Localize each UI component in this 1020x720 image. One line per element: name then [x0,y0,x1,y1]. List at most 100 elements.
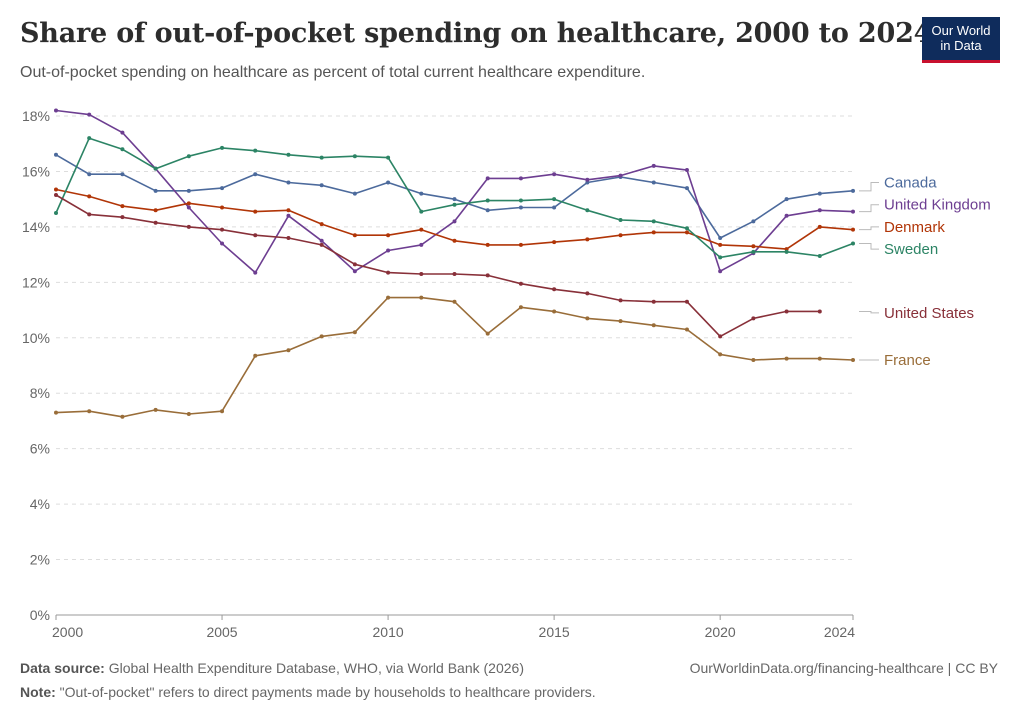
data-point[interactable] [153,188,158,193]
data-point[interactable] [718,352,723,357]
data-point[interactable] [319,242,324,247]
data-point[interactable] [452,219,457,224]
data-point[interactable] [87,136,92,141]
data-point[interactable] [618,298,623,303]
data-point[interactable] [684,327,689,332]
data-point[interactable] [452,238,457,243]
data-point[interactable] [485,176,490,181]
series-label[interactable]: Sweden [884,241,938,258]
data-point[interactable] [684,299,689,304]
source-url-link[interactable]: OurWorldinData.org/financing-healthcare … [689,660,998,676]
data-point[interactable] [286,180,291,185]
data-point[interactable] [518,176,523,181]
data-point[interactable] [518,198,523,203]
data-point[interactable] [784,309,789,314]
series-label[interactable]: United Kingdom [884,197,991,214]
data-point[interactable] [419,227,424,232]
data-point[interactable] [651,230,656,235]
data-point[interactable] [186,205,191,210]
data-point[interactable] [186,412,191,417]
data-point[interactable] [120,215,125,220]
data-point[interactable] [751,357,756,362]
data-point[interactable] [585,316,590,321]
series-label[interactable]: France [884,352,931,369]
data-point[interactable] [684,168,689,173]
data-point[interactable] [817,356,822,361]
data-point[interactable] [485,198,490,203]
data-point[interactable] [452,299,457,304]
data-point[interactable] [585,208,590,213]
data-point[interactable] [386,155,391,160]
data-point[interactable] [585,237,590,242]
data-point[interactable] [220,145,225,150]
data-point[interactable] [585,177,590,182]
data-point[interactable] [751,244,756,249]
data-point[interactable] [817,309,822,314]
data-point[interactable] [319,155,324,160]
data-point[interactable] [319,222,324,227]
data-point[interactable] [718,334,723,339]
data-point[interactable] [817,253,822,258]
data-point[interactable] [585,180,590,185]
data-point[interactable] [684,186,689,191]
data-point[interactable] [186,154,191,159]
data-point[interactable] [286,348,291,353]
data-point[interactable] [485,208,490,213]
series-sweden[interactable] [54,136,855,260]
data-point[interactable] [618,233,623,238]
data-point[interactable] [286,213,291,218]
data-point[interactable] [286,152,291,157]
data-point[interactable] [253,209,258,214]
data-point[interactable] [718,235,723,240]
data-point[interactable] [386,248,391,253]
data-point[interactable] [220,205,225,210]
data-point[interactable] [419,242,424,247]
data-point[interactable] [651,219,656,224]
series-united-kingdom[interactable] [54,108,855,275]
data-point[interactable] [552,172,557,177]
data-point[interactable] [386,295,391,300]
data-point[interactable] [518,242,523,247]
data-point[interactable] [684,230,689,235]
data-point[interactable] [186,224,191,229]
data-point[interactable] [618,217,623,222]
data-point[interactable] [54,187,58,192]
data-point[interactable] [419,191,424,196]
data-point[interactable] [784,213,789,218]
data-point[interactable] [220,186,225,191]
data-point[interactable] [784,249,789,254]
data-point[interactable] [817,208,822,213]
data-point[interactable] [419,209,424,214]
data-point[interactable] [120,130,125,135]
data-point[interactable] [386,270,391,275]
data-point[interactable] [751,316,756,321]
data-point[interactable] [817,191,822,196]
data-point[interactable] [87,409,92,414]
series-denmark[interactable] [54,187,855,252]
data-point[interactable] [419,295,424,300]
data-point[interactable] [153,208,158,213]
data-point[interactable] [552,197,557,202]
data-point[interactable] [54,410,58,415]
data-point[interactable] [352,269,357,274]
data-point[interactable] [352,154,357,159]
data-point[interactable] [253,148,258,153]
data-point[interactable] [352,330,357,335]
data-point[interactable] [286,208,291,213]
data-point[interactable] [718,269,723,274]
data-point[interactable] [220,241,225,246]
data-point[interactable] [452,197,457,202]
data-point[interactable] [585,291,590,296]
data-point[interactable] [651,299,656,304]
data-point[interactable] [751,249,756,254]
data-point[interactable] [485,242,490,247]
data-point[interactable] [87,194,92,199]
data-point[interactable] [452,202,457,207]
data-point[interactable] [552,205,557,210]
data-point[interactable] [319,334,324,339]
data-point[interactable] [87,212,92,217]
data-point[interactable] [87,112,92,117]
data-point[interactable] [253,270,258,275]
data-point[interactable] [153,166,158,171]
data-point[interactable] [651,180,656,185]
